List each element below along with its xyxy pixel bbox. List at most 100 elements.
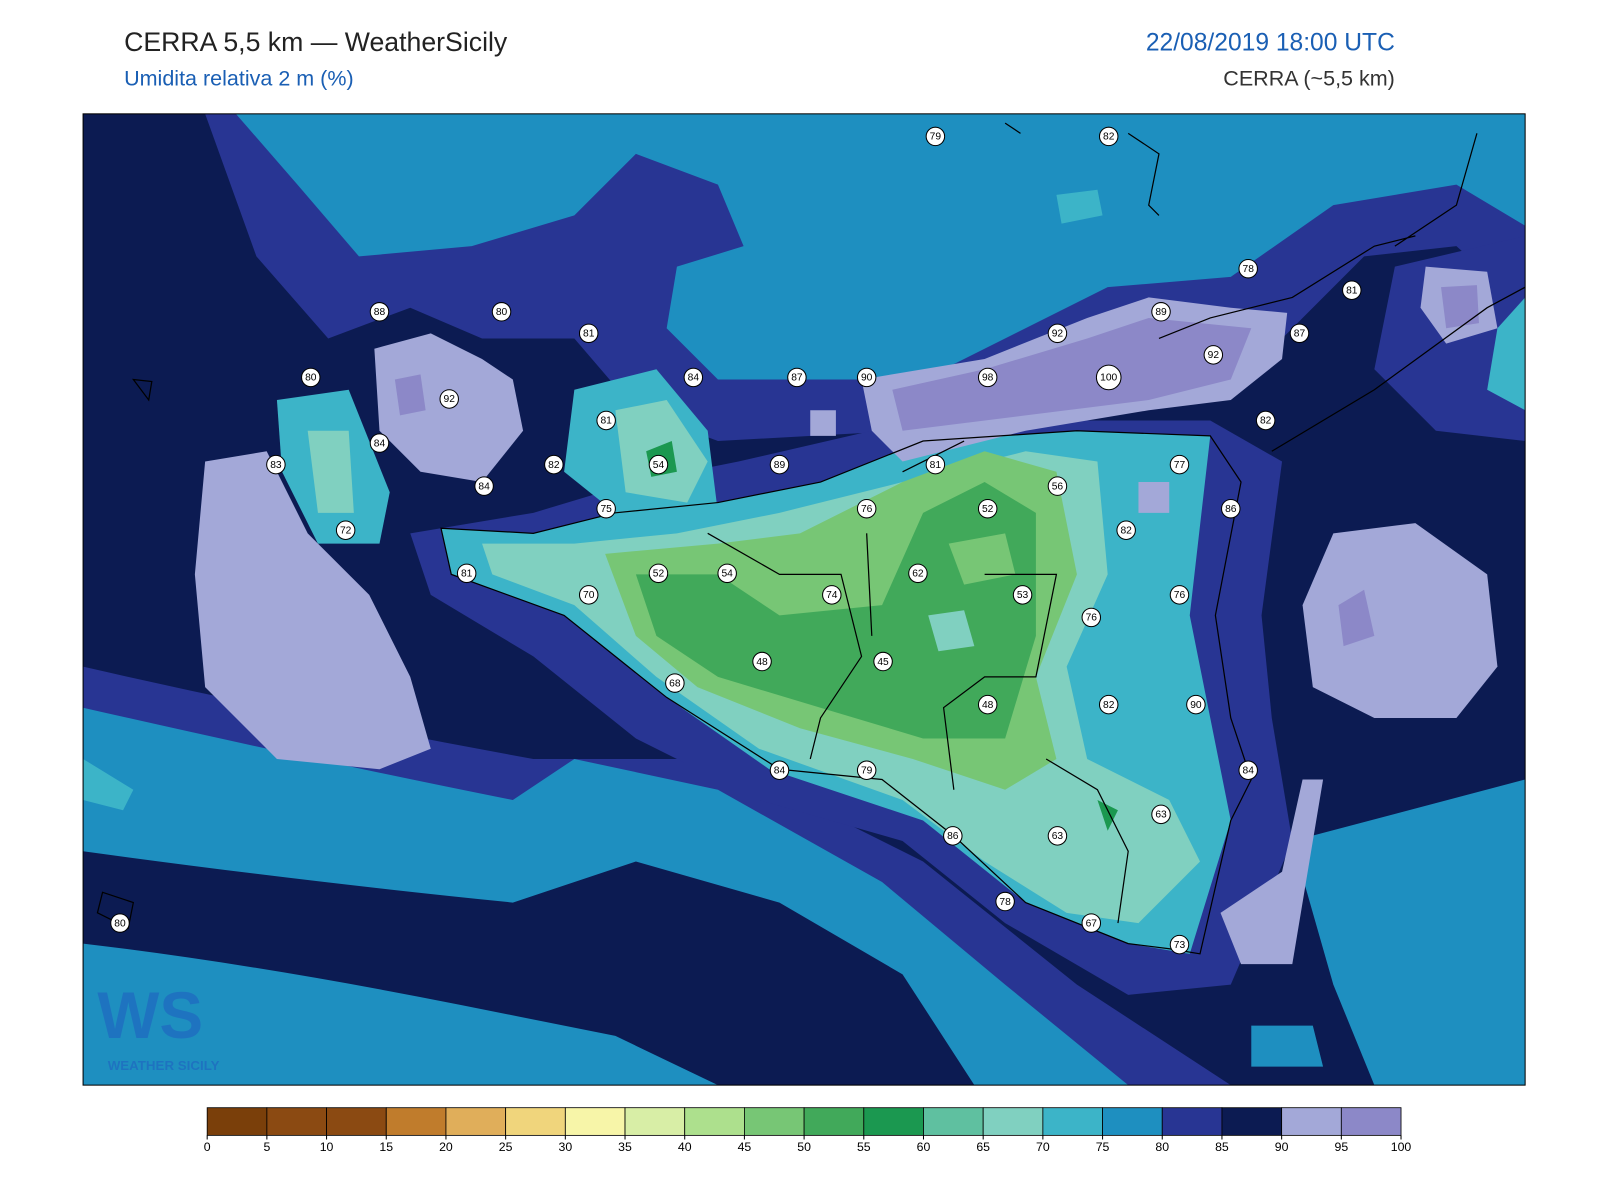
station-value: 82 <box>1120 525 1132 536</box>
station-value: 67 <box>1086 918 1098 929</box>
station-marker <box>1047 476 1068 496</box>
station-value: 54 <box>653 460 665 471</box>
colorbar-tick-label: 70 <box>1036 1140 1050 1154</box>
station-marker <box>596 410 616 431</box>
station-marker <box>769 760 790 780</box>
station-marker <box>474 476 494 496</box>
colorbar-swatch <box>743 1107 805 1136</box>
colorbar-swatch <box>624 1107 686 1136</box>
station-value: 74 <box>826 590 838 601</box>
station-value: 79 <box>861 765 873 776</box>
station-marker <box>1047 826 1068 846</box>
station-marker <box>1116 520 1136 540</box>
station-value: 82 <box>1103 132 1115 143</box>
station-value: 54 <box>721 569 733 580</box>
station-marker <box>683 367 704 388</box>
station-value: 72 <box>340 525 352 536</box>
station-value: 80 <box>114 918 126 929</box>
station-value: 80 <box>305 373 317 384</box>
station-marker <box>1098 694 1119 715</box>
station-value: 76 <box>1086 613 1098 624</box>
station-value: 76 <box>861 504 873 515</box>
colorbar-tick-label: 55 <box>857 1140 871 1154</box>
station-marker <box>995 891 1015 912</box>
station-value: 81 <box>461 569 473 580</box>
station-value: 78 <box>1243 264 1255 275</box>
title: CERRA 5,5 km — WeatherSicily <box>124 27 508 57</box>
colorbar-tick-label: 30 <box>558 1140 572 1154</box>
colorbar-tick-label: 15 <box>379 1140 393 1154</box>
colorbar-tick-label: 65 <box>976 1140 990 1154</box>
station-value: 63 <box>1155 810 1167 821</box>
subtitle: Umidita relativa 2 m (%) <box>124 67 354 91</box>
station-value: 84 <box>478 481 490 492</box>
colorbar-tick-label: 85 <box>1215 1140 1229 1154</box>
station-marker <box>1098 126 1119 147</box>
station-value: 48 <box>756 657 768 668</box>
station-value: 86 <box>947 831 959 842</box>
station-marker <box>1221 498 1241 519</box>
station-value: 75 <box>600 504 612 515</box>
station-marker <box>491 302 512 322</box>
station-marker <box>977 367 998 388</box>
station-marker <box>1238 258 1258 279</box>
colorbar-tick-label: 10 <box>320 1140 334 1154</box>
datetime: 22/08/2019 18:00 UTC <box>1146 30 1395 57</box>
colorbar-tick-label: 100 <box>1391 1140 1412 1154</box>
colorbar-swatch <box>266 1107 327 1136</box>
station-marker <box>769 454 790 475</box>
station-marker <box>1095 364 1122 391</box>
station-value: 87 <box>1294 329 1306 340</box>
station-value: 62 <box>912 569 924 580</box>
station-value: 52 <box>653 569 665 580</box>
colorbar-swatch <box>1161 1107 1223 1136</box>
station-marker <box>752 651 772 672</box>
station-marker <box>822 585 842 605</box>
station-marker <box>1047 323 1068 344</box>
station-value: 83 <box>270 460 282 471</box>
colorbar-tick-label: 20 <box>439 1140 453 1154</box>
station-marker <box>717 563 737 584</box>
station-marker <box>1255 410 1276 431</box>
station-marker <box>665 673 685 693</box>
station-marker <box>648 454 669 475</box>
station-value: 53 <box>1017 590 1029 601</box>
colorbar-tick-label: 5 <box>263 1140 270 1154</box>
station-value: 77 <box>1174 460 1186 471</box>
station-marker <box>908 563 928 584</box>
station-marker <box>856 498 877 519</box>
station-marker <box>439 389 459 409</box>
colorbar-swatch <box>684 1107 745 1136</box>
colorbar-swatch <box>326 1107 387 1136</box>
station-marker <box>1169 454 1190 475</box>
station-value: 92 <box>1208 350 1220 361</box>
station-value: 81 <box>1346 285 1358 296</box>
station-value: 98 <box>982 373 994 384</box>
station-value: 78 <box>999 897 1011 908</box>
station-value: 90 <box>861 373 873 384</box>
station-value: 81 <box>930 460 942 471</box>
colorbar-tick-label: 0 <box>204 1140 211 1154</box>
station-value: 76 <box>1174 590 1186 601</box>
colorbar-swatch <box>505 1107 566 1136</box>
map <box>83 113 1526 1086</box>
colorbar-swatch <box>982 1107 1044 1136</box>
station-value: 82 <box>548 460 560 471</box>
station-value: 100 <box>1100 373 1117 384</box>
station-value: 82 <box>1103 700 1115 711</box>
colorbar-swatch <box>863 1107 924 1136</box>
station-value: 52 <box>982 504 994 515</box>
colorbar-tick-label: 80 <box>1155 1140 1169 1154</box>
station-marker <box>1238 760 1258 780</box>
station-value: 92 <box>1052 329 1064 340</box>
station-value: 81 <box>600 416 612 427</box>
colorbar-tick-label: 75 <box>1096 1140 1110 1154</box>
colorbar-tick-label: 45 <box>738 1140 752 1154</box>
colorbar-tick-label: 25 <box>499 1140 513 1154</box>
station-value: 68 <box>669 678 681 689</box>
station-marker <box>369 433 390 453</box>
station-value: 87 <box>791 373 803 384</box>
station-marker <box>369 302 390 322</box>
station-marker <box>925 454 946 475</box>
